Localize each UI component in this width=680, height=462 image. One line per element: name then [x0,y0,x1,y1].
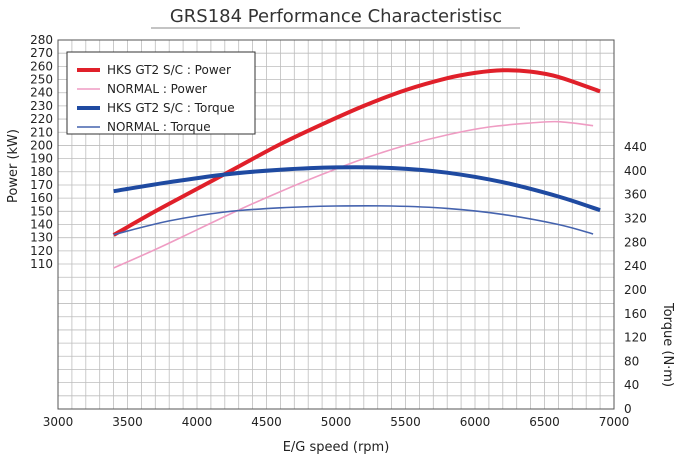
y2-tick-label: 240 [624,259,647,273]
x-tick-label: 4500 [251,415,282,429]
y-tick-label: 150 [30,204,53,218]
series-line-normal-torque [113,205,594,236]
x-tick-label: 5500 [390,415,421,429]
y-tick-label: 210 [30,125,53,139]
y2-tick-label: 200 [624,283,647,297]
y2-tick-label: 440 [624,140,647,154]
x-axis-ticks: 3000 3500 4000 4500 5000 5500 6000 6500 7000 [43,415,630,429]
y-tick-label: 220 [30,112,53,126]
x-tick-label: 6000 [460,415,491,429]
y-axis-title: Power (kW) [6,129,21,203]
y-tick-label: 110 [30,257,53,271]
plot-frame [57,39,615,410]
chart-title: GRS184 Performance Characteristisc [170,6,502,27]
y2-axis-ticks: 0 40 80 120 160 200 240 280 320 360 400 440 [624,140,647,416]
y-tick-label: 280 [30,33,53,47]
x-tick-label: 4000 [182,415,213,429]
legend-label-normal-torque: NORMAL : Torque [107,120,211,134]
series [112,68,601,269]
series-line-hks-gt2-s-c-power [112,68,601,237]
y-tick-label: 170 [30,178,53,192]
legend-box [66,51,256,135]
y-tick-label: 200 [30,138,53,152]
y-tick-label: 160 [30,191,53,205]
y2-tick-label: 320 [624,212,647,226]
y2-tick-label: 0 [624,402,632,416]
y-tick-label: 180 [30,165,53,179]
x-tick-label: 3500 [112,415,143,429]
y2-tick-label: 400 [624,164,647,178]
y2-axis-title: Torque (N·m) [660,302,675,387]
y-axis-ticks: 1101201301401501601701801902002102202302… [30,33,53,271]
series-line-hks-gt2-s-c-torque [113,165,601,213]
legend: HKS GT2 S/C : Power NORMAL : Power HKS GT2… [66,51,256,135]
y-tick-label: 270 [30,46,53,60]
y-tick-label: 260 [30,59,53,73]
y2-tick-label: 160 [624,307,647,321]
legend-label-hks-gt2-s-c-power: HKS GT2 S/C : Power [107,63,231,77]
y-tick-label: 130 [30,231,53,245]
y-tick-label: 250 [30,73,53,87]
legend-label-normal-power: NORMAL : Power [107,82,207,96]
y2-tick-label: 80 [624,354,639,368]
x-tick-label: 7000 [599,415,630,429]
y-tick-label: 120 [30,244,53,258]
legend-label-hks-gt2-s-c-torque: HKS GT2 S/C : Torque [107,101,235,115]
y2-tick-label: 40 [624,378,639,392]
y-tick-label: 190 [30,152,53,166]
y2-tick-label: 360 [624,188,647,202]
x-tick-label: 3000 [43,415,74,429]
y-tick-label: 240 [30,86,53,100]
x-tick-label: 6500 [529,415,560,429]
grid [57,39,615,410]
y-tick-label: 140 [30,218,53,232]
x-tick-label: 5000 [321,415,352,429]
x-axis-title: E/G speed (rpm) [283,440,390,455]
y2-tick-label: 280 [624,235,647,249]
y-tick-label: 230 [30,99,53,113]
y2-tick-label: 120 [624,331,647,345]
series-line-normal-power [113,120,594,269]
